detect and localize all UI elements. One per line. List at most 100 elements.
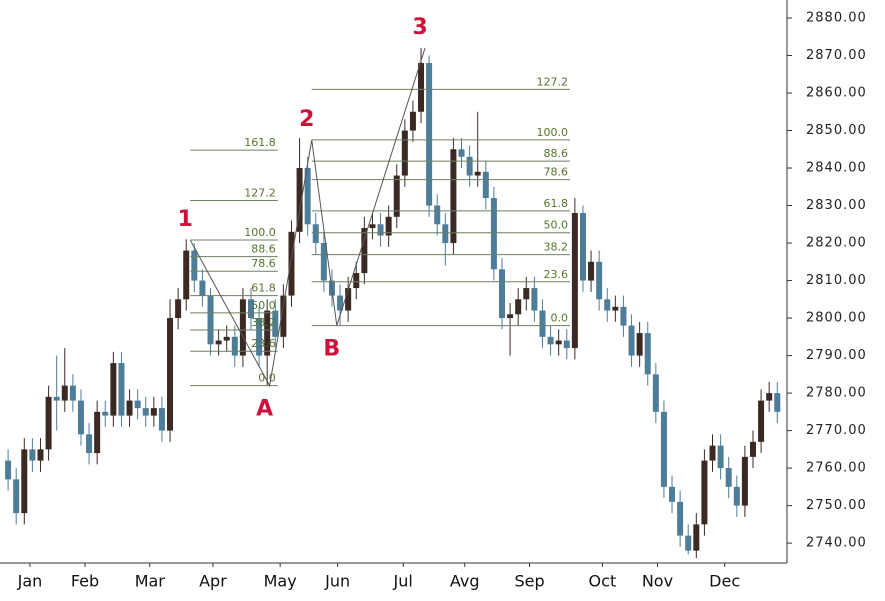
candle-body	[110, 363, 117, 416]
candle-body	[628, 325, 635, 356]
candle-body	[644, 333, 651, 375]
candle-body	[29, 449, 36, 461]
candle-body	[199, 280, 206, 296]
x-tick-label: Avg	[450, 572, 480, 591]
fib-label: 0.0	[551, 312, 569, 325]
candle-body	[725, 468, 732, 487]
fib-label: 100.0	[244, 226, 276, 239]
candle-body	[256, 318, 263, 356]
x-tick-label: Dec	[709, 572, 740, 591]
candle-body	[320, 243, 327, 281]
candle-body	[571, 213, 578, 349]
x-tick-label: Oct	[589, 572, 617, 591]
wave-label: B	[323, 337, 340, 362]
candle-body	[555, 340, 562, 345]
candle-body	[231, 336, 238, 356]
candle-body	[264, 310, 271, 356]
y-tick-label: 2840.00	[806, 161, 867, 176]
y-tick-label: 2810.00	[806, 273, 867, 288]
wave-label: A	[256, 397, 273, 422]
candle-body	[409, 111, 416, 131]
y-tick-label: 2830.00	[806, 198, 867, 213]
candle-body	[215, 340, 222, 345]
candle-body	[547, 336, 554, 345]
candle-body	[142, 408, 149, 416]
candle-body	[482, 171, 489, 199]
candle-body	[167, 318, 174, 431]
candle-body	[401, 130, 408, 176]
candle-body	[118, 363, 125, 416]
candle-body	[685, 535, 692, 551]
candle-body	[660, 411, 667, 487]
fib-label: 161.8	[244, 136, 276, 149]
y-tick-label: 2780.00	[806, 386, 867, 401]
candle-body	[490, 198, 497, 270]
candle-body	[466, 156, 473, 176]
candle-body	[5, 460, 12, 480]
x-tick-label: Jul	[393, 572, 413, 591]
candle-body	[304, 168, 311, 225]
y-tick-label: 2880.00	[806, 11, 867, 26]
candle-body	[393, 175, 400, 217]
candle-body	[498, 269, 505, 319]
candle-body	[774, 393, 781, 412]
fib-label: 38.2	[544, 241, 569, 254]
candle-body	[280, 295, 287, 337]
y-tick-label: 2860.00	[806, 86, 867, 101]
candle-body	[531, 288, 538, 311]
candle-body	[175, 299, 182, 319]
candle-body	[588, 261, 595, 281]
candle-body	[709, 445, 716, 461]
candle-body	[223, 336, 230, 341]
fib-label: 50.0	[251, 299, 276, 312]
fib-label: 78.6	[544, 166, 569, 179]
candle-body	[86, 434, 93, 454]
candle-body	[353, 273, 360, 289]
candle-body	[239, 299, 246, 356]
candle-body	[337, 295, 344, 311]
candle-body	[636, 333, 643, 356]
candle-body	[126, 400, 133, 416]
fib-label: 23.6	[251, 337, 276, 350]
candle-body	[507, 314, 514, 319]
candle-body	[442, 224, 449, 244]
x-tick-label: Sep	[514, 572, 544, 591]
y-tick-label: 2870.00	[806, 48, 867, 63]
fib-label: 78.6	[251, 257, 276, 270]
wave-label: 1	[178, 207, 193, 232]
fib-label: 127.2	[244, 186, 276, 199]
x-tick-label: May	[264, 572, 297, 591]
y-tick-label: 2850.00	[806, 123, 867, 138]
candle-body	[69, 385, 76, 401]
candle-body	[345, 288, 352, 311]
fib-label: 0.0	[258, 372, 276, 385]
candle-body	[13, 479, 20, 514]
candle-body	[361, 228, 368, 274]
candle-body	[458, 149, 465, 157]
candle-body	[102, 411, 109, 416]
fib-label: 38.2	[251, 316, 276, 329]
candle-body	[596, 261, 603, 300]
fib-label: 88.6	[251, 243, 276, 256]
candle-body	[434, 205, 441, 225]
candle-body	[426, 63, 433, 206]
candle-body	[288, 231, 295, 296]
candle-body	[604, 299, 611, 311]
candle-body	[474, 171, 481, 176]
candle-body	[134, 400, 141, 409]
y-tick-label: 2790.00	[806, 348, 867, 363]
y-tick-label: 2750.00	[806, 498, 867, 513]
x-tick-label: Nov	[642, 572, 673, 591]
candle-body	[158, 408, 165, 431]
y-tick-label: 2800.00	[806, 311, 867, 326]
x-tick-label: Apr	[199, 572, 227, 591]
candle-body	[515, 299, 522, 315]
candle-body	[247, 299, 254, 319]
candle-body	[733, 486, 740, 506]
x-tick-label: Mar	[135, 572, 166, 591]
fib-label: 88.6	[544, 147, 569, 160]
y-tick-label: 2760.00	[806, 461, 867, 476]
candle-body	[53, 396, 60, 401]
candle-body	[539, 310, 546, 337]
